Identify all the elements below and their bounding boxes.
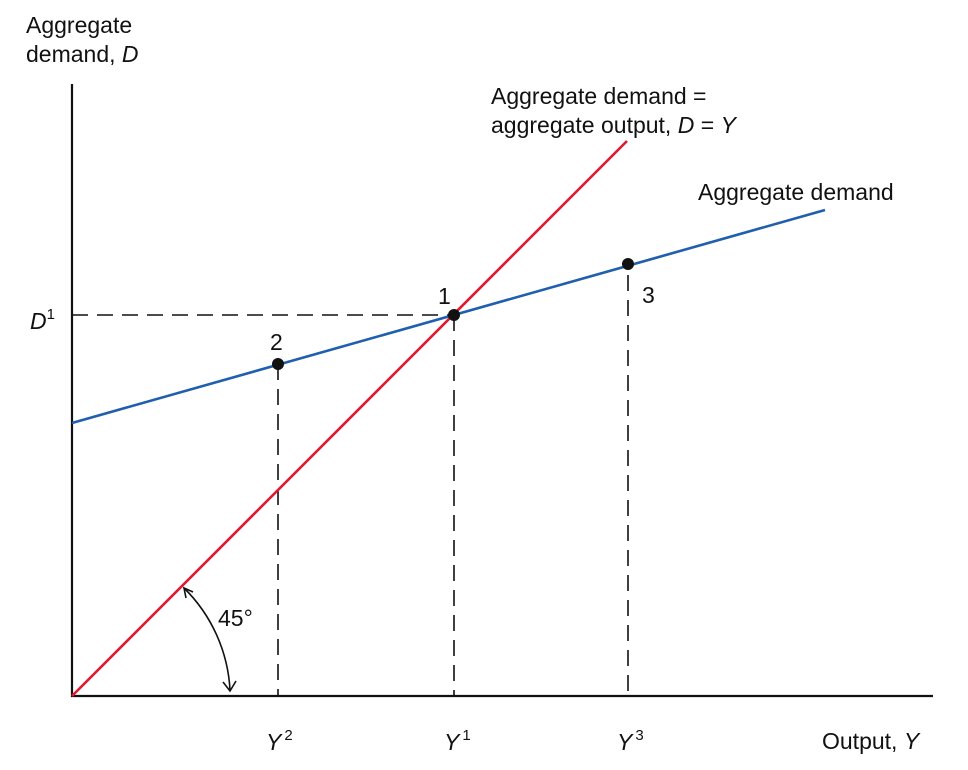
x-axis-title: Output, Y xyxy=(822,728,921,754)
angle-arrowhead-top xyxy=(182,586,194,599)
point-1-marker xyxy=(448,309,460,321)
point-3-marker xyxy=(622,258,634,270)
y-axis-title-line2: demand, D xyxy=(26,41,139,67)
y-axis-title: Aggregate xyxy=(26,12,132,38)
angle-label: 45° xyxy=(218,605,253,631)
equality-line xyxy=(71,140,628,697)
point-1-label: 1 xyxy=(438,283,451,309)
equality-line-label-line2: aggregate output, D = Y xyxy=(491,112,738,138)
point-3-label: 3 xyxy=(642,282,655,308)
y-tick-d1: D1 xyxy=(30,306,55,334)
equality-line-label: Aggregate demand = xyxy=(491,83,706,109)
angle-arc xyxy=(183,587,231,691)
point-2-label: 2 xyxy=(270,329,283,355)
angle-arrowhead-bottom xyxy=(222,680,237,693)
point-2-marker xyxy=(272,358,284,370)
aggregate-demand-label: Aggregate demand xyxy=(698,179,894,205)
